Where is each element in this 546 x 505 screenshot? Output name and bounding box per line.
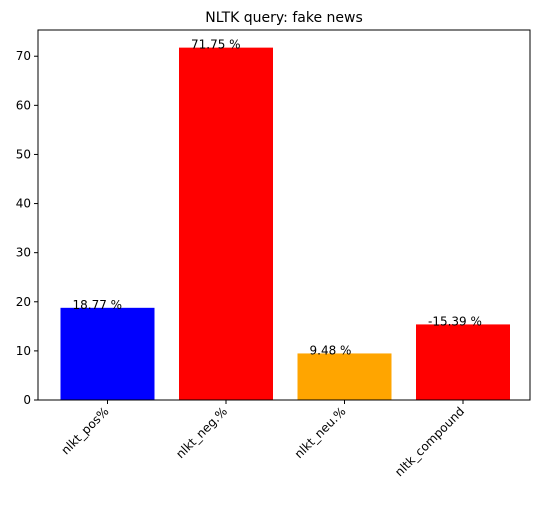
bar-1 — [60, 307, 155, 400]
chart-title: NLTK query: fake news — [205, 10, 363, 26]
data-labels-layer: 18.77 % 71.75 % 9.48 % -15.39 % — [73, 38, 482, 358]
y-tick-label-10: 10 — [16, 344, 31, 358]
x-tick-label-4: nltk_compound — [392, 404, 467, 479]
plot-frame — [37, 29, 531, 401]
bar-4 — [416, 324, 510, 400]
y-tick-label-0: 0 — [23, 393, 31, 407]
y-tick-label-20: 20 — [16, 295, 31, 309]
x-tick-label-1: nlkt_pos% — [58, 404, 111, 457]
x-tick-label-3: nlkt_neu.% — [292, 404, 349, 461]
bar-3 — [297, 353, 392, 400]
y-tick-label-50: 50 — [16, 147, 31, 161]
y-tick-label-40: 40 — [16, 197, 31, 211]
y-axis: 0 10 20 30 40 50 60 70 — [16, 49, 38, 407]
y-tick-label-30: 30 — [16, 246, 31, 260]
data-label-3: 9.48 % — [310, 343, 352, 357]
data-label-2: 71.75 % — [191, 38, 241, 52]
bar-2 — [179, 47, 273, 401]
x-tick-label-2: nlkt_neg.% — [173, 404, 230, 461]
bars-layer — [60, 47, 510, 401]
y-tick-label-70: 70 — [16, 49, 31, 63]
y-tick-label-60: 60 — [16, 98, 31, 112]
x-axis: nlkt_pos% nlkt_neg.% nlkt_neu.% nltk_compou… — [58, 400, 467, 479]
data-label-1: 18.77 % — [73, 298, 123, 312]
data-label-4: -15.39 % — [428, 314, 482, 328]
